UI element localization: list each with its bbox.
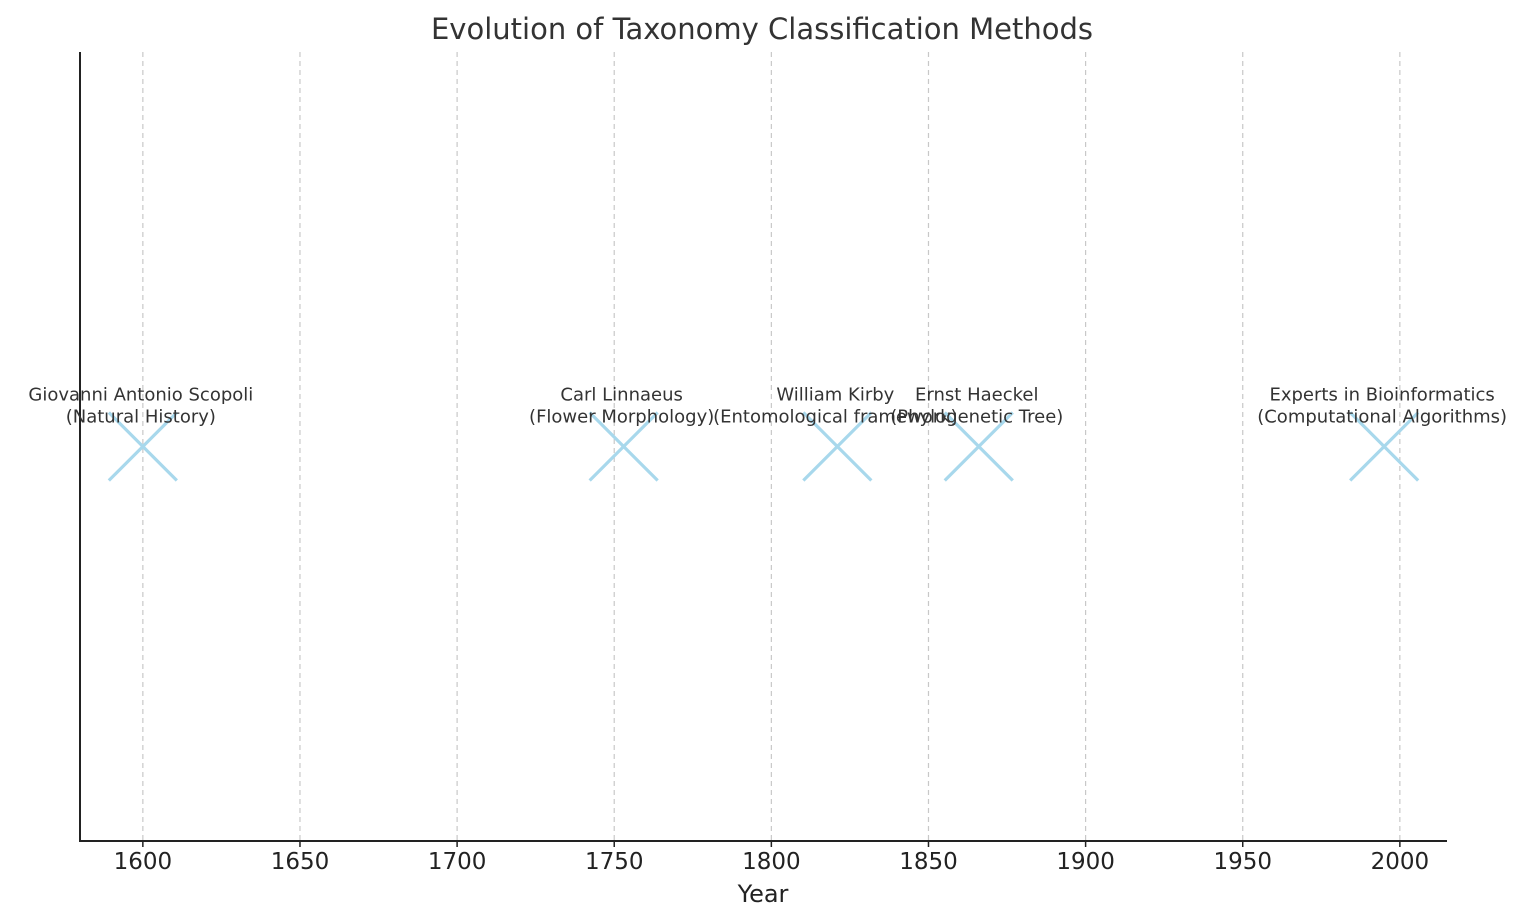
point-label: Giovanni Antonio Scopoli (28, 385, 253, 406)
x-marker-stroke (1349, 411, 1420, 482)
point-label: Ernst Haeckel (915, 385, 1038, 406)
point-label: Experts in Bioinformatics (1269, 385, 1494, 406)
point-label: William Kirby (776, 385, 894, 406)
data-point: Carl Linnaeus(Flower Morphology) (529, 385, 714, 482)
x-tick-label-1900: 1900 (1056, 849, 1115, 875)
point-sublabel: (Entomological framework) (713, 407, 957, 428)
x-tick-label-1650: 1650 (271, 849, 330, 875)
x-tick-label-1800: 1800 (742, 849, 801, 875)
data-point: Experts in Bioinformatics(Computational … (1257, 385, 1507, 482)
data-point: William Kirby(Entomological framework) (713, 385, 958, 482)
point-sublabel: (Phylogenetic Tree) (890, 407, 1063, 428)
x-marker-stroke (802, 411, 873, 482)
x-tick-label-1750: 1750 (585, 849, 644, 875)
point-label: Carl Linnaeus (560, 385, 682, 406)
data-point: Giovanni Antonio Scopoli(Natural History… (28, 385, 253, 482)
point-sublabel: (Computational Algorithms) (1257, 407, 1507, 428)
x-tick-label-1850: 1850 (899, 849, 958, 875)
x-tick-label-2000: 2000 (1371, 849, 1430, 875)
x-marker-stroke (588, 411, 659, 482)
x-ticks: 1600 1650 1700 1750 1800 1850 1900 1950 2000 (114, 841, 1430, 875)
axes (79, 52, 1447, 842)
x-tick-label-1600: 1600 (114, 849, 173, 875)
x-marker-stroke (107, 411, 178, 482)
grid-lines (142, 52, 1401, 841)
x-tick-label-1950: 1950 (1213, 849, 1272, 875)
x-tick-label-1700: 1700 (428, 849, 487, 875)
point-sublabel: (Natural History) (66, 407, 216, 428)
x-marker-stroke (943, 411, 1014, 482)
x-axis-label: Year (737, 880, 789, 908)
data-point: Ernst Haeckel(Phylogenetic Tree) (890, 385, 1063, 482)
data-points: Giovanni Antonio Scopoli(Natural History… (28, 385, 1507, 482)
chart-title: Evolution of Taxonomy Classification Met… (431, 12, 1093, 46)
point-sublabel: (Flower Morphology) (529, 407, 714, 428)
